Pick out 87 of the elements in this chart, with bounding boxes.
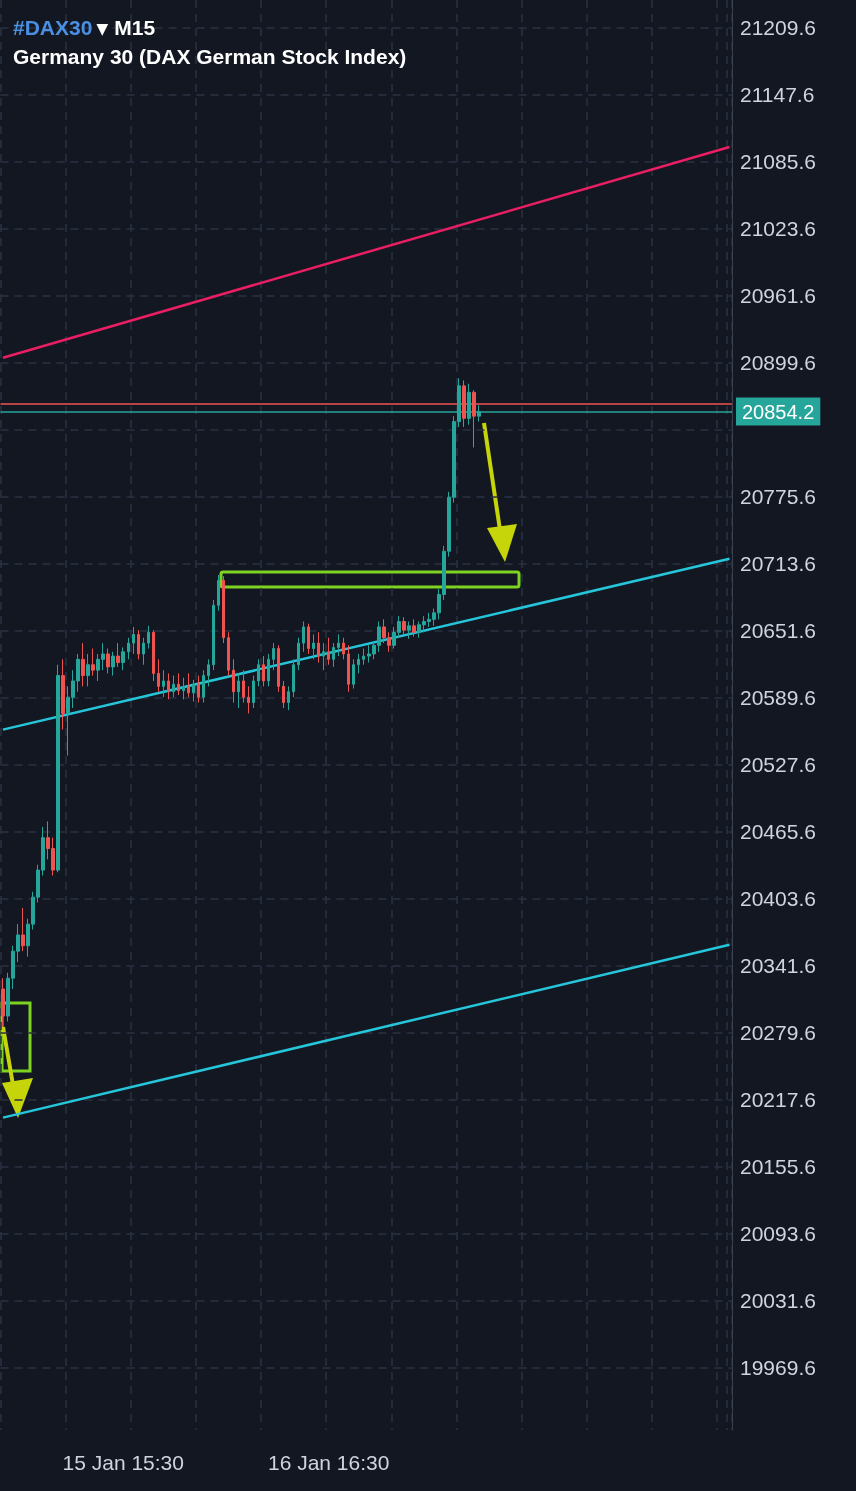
candlestick [91, 648, 95, 677]
y-tick-label: 20961.6 [740, 284, 816, 308]
candlestick [307, 623, 310, 655]
candlestick [132, 626, 135, 655]
candlestick [337, 633, 340, 657]
y-tick-label: 20713.6 [740, 552, 816, 576]
candlestick [86, 653, 90, 687]
y-tick-label: 20031.6 [740, 1289, 816, 1313]
candlestick [111, 651, 115, 677]
x-tick-label: 15 Jan 15:30 [62, 1451, 184, 1474]
candlestick [287, 685, 290, 711]
candlestick [242, 669, 245, 704]
candlestick [402, 616, 406, 635]
candlestick [217, 574, 220, 612]
candlestick [212, 599, 215, 671]
x-tick-label: 16 Jan 16:30 [267, 1451, 390, 1474]
candlestick [202, 669, 205, 704]
candlestick [192, 679, 195, 702]
y-tick-label: 20403.6 [740, 887, 816, 911]
y-tick-label: 21209.6 [740, 15, 816, 39]
candlestick [167, 672, 170, 700]
candlestick [232, 658, 235, 704]
candlestick [317, 631, 320, 664]
candlestick [222, 575, 225, 644]
y-tick-label: 20651.6 [740, 619, 816, 643]
y-tick-label: 20465.6 [740, 820, 816, 844]
candlestick [127, 637, 130, 660]
candlestick [197, 675, 200, 704]
candlestick [407, 621, 411, 640]
candlestick [56, 664, 60, 873]
candlestick [152, 629, 155, 682]
y-tick-label: 20279.6 [740, 1021, 816, 1045]
candlestick [207, 658, 210, 687]
y-tick-label: 20589.6 [740, 686, 816, 710]
text: #DAX30 ▾ M15 [13, 16, 156, 39]
candlestick [227, 631, 230, 677]
candlestick [322, 642, 325, 671]
candlestick [312, 633, 315, 660]
candlestick [272, 642, 275, 671]
y-tick-label: 21147.6 [740, 82, 815, 106]
y-tick-label: 20527.6 [740, 753, 816, 777]
candlestick [187, 672, 190, 698]
candlestick [357, 653, 360, 674]
candlestick [81, 642, 85, 687]
y-tick-label: 19969.6 [740, 1356, 816, 1380]
y-tick-label: 21023.6 [740, 217, 816, 240]
candlestick [342, 637, 345, 660]
candlestick [297, 637, 300, 671]
candlestick [252, 675, 255, 709]
y-tick-label: 21085.6 [740, 149, 816, 173]
y-tick-label: 20775.6 [740, 485, 816, 509]
candlestick [162, 669, 165, 698]
candlestick [247, 685, 250, 714]
candlestick [302, 621, 305, 653]
candlestick [352, 658, 355, 690]
candlestick [116, 642, 120, 668]
y-tick-label: 20155.6 [740, 1155, 816, 1179]
candlestick [21, 907, 25, 952]
candlestick [1, 977, 5, 1028]
candlestick [262, 655, 265, 687]
candlestick [332, 642, 335, 668]
candlestick [267, 653, 270, 687]
candlestick [412, 618, 416, 638]
candlestick [137, 629, 140, 660]
candlestick [121, 646, 125, 671]
candlestick [157, 658, 160, 693]
candlestick [147, 625, 150, 650]
candlestick [142, 637, 145, 666]
candlestick [327, 637, 330, 666]
candlestick [106, 648, 110, 674]
y-tick-label: 20341.6 [740, 954, 816, 978]
candlestick [277, 644, 280, 693]
candlestick [362, 648, 365, 666]
candlestick [237, 672, 240, 709]
y-tick-label: 20899.6 [740, 351, 816, 375]
candlestick [292, 658, 295, 698]
candlestick [177, 672, 180, 696]
candlestick [347, 644, 350, 693]
candlestick [172, 675, 175, 698]
y-tick-label: 20217.6 [740, 1088, 816, 1112]
ref-line-label: 20854.2 [742, 400, 815, 423]
candlestick [182, 677, 185, 700]
text: Germany 30 (DAX German Stock Index) [13, 45, 407, 68]
candlestick [61, 658, 65, 731]
y-tick-label: 20093.6 [740, 1222, 816, 1246]
candlestick [282, 680, 285, 709]
candlestick [257, 658, 260, 687]
